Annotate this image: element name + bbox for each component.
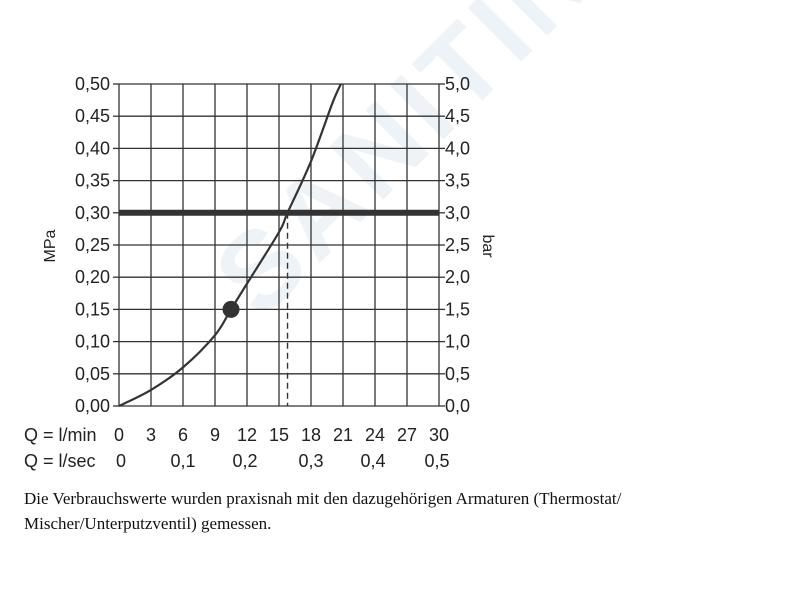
y-left-tick-label: 0,35 [75, 171, 110, 191]
x-row1-tick-label: 0 [114, 425, 124, 445]
series-curve [118, 83, 342, 407]
chart-series-layer [118, 83, 439, 407]
x-row1-tick-label: 30 [429, 425, 449, 445]
y-axis-left-label: MPa [42, 229, 59, 262]
y-right-tick-label: 0,0 [445, 396, 470, 416]
y-left-tick-label: 0,05 [75, 364, 110, 384]
y-left-tick-label: 0,30 [75, 203, 110, 223]
x-row2-tick-label: 0,5 [424, 451, 449, 471]
caption: Die Verbrauchswerte wurden praxisnah mit… [24, 486, 764, 536]
chart-grid [113, 83, 445, 407]
caption-line-1: Die Verbrauchswerte wurden praxisnah mit… [24, 489, 622, 508]
x-row2-tick-label: 0,1 [170, 451, 195, 471]
y-left-tick-label: 0,15 [75, 299, 110, 319]
x-row1-tick-label: 15 [269, 425, 289, 445]
pressure-flow-chart: 0,000,050,100,150,200,250,300,350,400,45… [24, 74, 496, 471]
y-right-tick-label: 3,5 [445, 171, 470, 191]
x-row1-tick-label: 3 [146, 425, 156, 445]
y-left-tick-label: 0,25 [75, 235, 110, 255]
y-right-tick-label: 2,0 [445, 267, 470, 287]
x-row1-tick-label: 6 [178, 425, 188, 445]
x-axis-row1-label: Q = l/min [24, 425, 97, 445]
x-row1-tick-label: 27 [397, 425, 417, 445]
x-axis-row2-label: Q = l/sec [24, 451, 96, 471]
x-row2-tick-label: 0,3 [298, 451, 323, 471]
chart-ticks-layer: 0,000,050,100,150,200,250,300,350,400,45… [75, 74, 470, 471]
y-right-tick-label: 0,5 [445, 364, 470, 384]
y-left-tick-label: 0,50 [75, 74, 110, 94]
y-axis-right-label: bar [479, 234, 496, 258]
highlight-point [222, 300, 240, 318]
y-right-tick-label: 4,5 [445, 106, 470, 126]
y-left-tick-label: 0,45 [75, 106, 110, 126]
y-left-tick-label: 0,20 [75, 267, 110, 287]
y-right-tick-label: 4,0 [445, 138, 470, 158]
y-left-tick-label: 0,00 [75, 396, 110, 416]
y-left-tick-label: 0,40 [75, 138, 110, 158]
y-right-tick-label: 2,5 [445, 235, 470, 255]
y-right-tick-label: 1,5 [445, 299, 470, 319]
x-row2-tick-label: 0 [116, 451, 126, 471]
x-row2-tick-label: 0,4 [360, 451, 385, 471]
y-right-tick-label: 1,0 [445, 332, 470, 352]
y-right-tick-label: 3,0 [445, 203, 470, 223]
caption-line-2: Mischer/Unterputzventil) gemessen. [24, 514, 272, 533]
x-row1-tick-label: 12 [237, 425, 257, 445]
y-left-tick-label: 0,10 [75, 332, 110, 352]
x-row2-tick-label: 0,2 [232, 451, 257, 471]
x-row1-tick-label: 9 [210, 425, 220, 445]
x-row1-tick-label: 21 [333, 425, 353, 445]
x-row1-tick-label: 24 [365, 425, 385, 445]
x-row1-tick-label: 18 [301, 425, 321, 445]
y-right-tick-label: 5,0 [445, 74, 470, 94]
